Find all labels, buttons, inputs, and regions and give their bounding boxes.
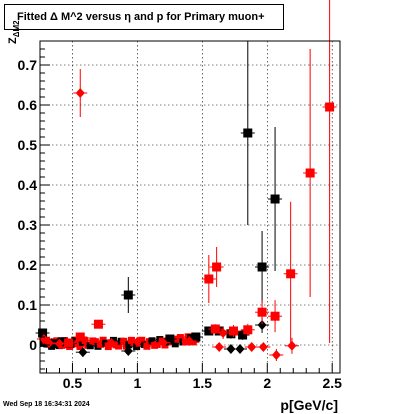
- band-point-marker: [71, 336, 79, 344]
- band-point-marker: [97, 340, 105, 348]
- diamond-marker: [132, 336, 142, 347]
- x-tick-label: 1.5: [193, 375, 213, 391]
- y-tick-label: 0.1: [18, 297, 38, 313]
- band-point-marker: [81, 337, 89, 345]
- square-marker: [75, 332, 85, 342]
- diamond-marker: [75, 88, 85, 98]
- diamond-marker: [258, 342, 268, 352]
- diamond-marker: [271, 350, 281, 360]
- data-points: [35, 0, 337, 361]
- band-point-marker: [125, 341, 133, 349]
- band-point-marker: [143, 342, 151, 350]
- diamond-marker: [78, 347, 88, 358]
- square-marker: [257, 262, 267, 272]
- diamond-marker: [247, 342, 257, 352]
- square-marker: [286, 269, 296, 279]
- diamond-marker: [218, 328, 228, 338]
- grid-lines: [40, 41, 340, 373]
- square-marker: [204, 274, 214, 284]
- band-point-marker: [91, 338, 99, 346]
- diamond-marker: [235, 344, 245, 354]
- x-tick-label: 2: [263, 375, 271, 391]
- square-marker: [93, 319, 103, 329]
- diamond-marker: [184, 336, 194, 346]
- y-tick-label: 0.5: [18, 137, 38, 153]
- square-marker: [212, 262, 222, 272]
- diamond-marker: [226, 344, 236, 354]
- y-axis-label: ZΔM2: [7, 20, 22, 44]
- square-marker: [243, 325, 253, 335]
- x-axis-label: p[GeV/c]: [280, 397, 338, 413]
- chart-title: Fitted Δ M^2 versus η and p for Primary …: [4, 4, 284, 30]
- band-point-marker: [148, 337, 156, 345]
- square-marker: [123, 290, 133, 300]
- x-tick-label: 2.5: [322, 375, 342, 391]
- square-marker: [325, 102, 335, 112]
- y-tick-label: 0.7: [18, 57, 38, 73]
- square-marker: [229, 326, 239, 336]
- diamond-marker: [123, 346, 133, 356]
- y-tick-label: 0: [29, 337, 37, 353]
- band-point-marker: [182, 338, 190, 346]
- band-point-marker: [138, 336, 146, 344]
- square-marker: [38, 328, 48, 338]
- band-point-marker: [76, 343, 84, 351]
- square-marker: [257, 307, 267, 317]
- y-tick-label: 0.3: [18, 217, 38, 233]
- band-point-marker: [104, 343, 112, 351]
- diamond-marker: [54, 338, 64, 349]
- y-tick-label: 0.6: [18, 97, 38, 113]
- band-point-marker: [86, 342, 94, 350]
- square-marker: [243, 128, 253, 138]
- diamond-marker: [287, 340, 297, 351]
- square-marker: [305, 168, 315, 178]
- y-tick-label: 0.4: [18, 177, 38, 193]
- band-point-marker: [153, 340, 161, 348]
- axis-tick-labels: 0.5 1 1.5 2 2.5 0 0.1 0.2 0.3 0.4 0.5 0.6 0.7: [18, 57, 343, 391]
- square-marker: [64, 338, 74, 348]
- square-marker: [204, 326, 214, 336]
- square-marker: [165, 334, 175, 344]
- timestamp: Wed Sep 18 16:34:31 2024: [3, 401, 90, 408]
- square-marker: [270, 311, 280, 321]
- diamond-marker: [257, 320, 267, 330]
- square-marker: [191, 332, 201, 342]
- square-marker: [238, 330, 248, 340]
- diamond-marker: [158, 337, 168, 348]
- square-marker: [210, 324, 220, 334]
- plot-frame: [39, 40, 341, 374]
- y-tick-label: 0.2: [18, 257, 38, 273]
- diamond-marker: [214, 342, 224, 352]
- x-tick-label: 1: [134, 375, 142, 391]
- x-tick-label: 0.5: [63, 375, 83, 391]
- band-point-marker: [120, 337, 128, 345]
- diamond-marker: [106, 338, 116, 348]
- axis-ticks: [40, 48, 333, 373]
- band-point-marker: [176, 334, 184, 342]
- band-point-marker: [115, 342, 123, 350]
- square-marker: [270, 194, 280, 204]
- band-point-marker: [171, 340, 179, 348]
